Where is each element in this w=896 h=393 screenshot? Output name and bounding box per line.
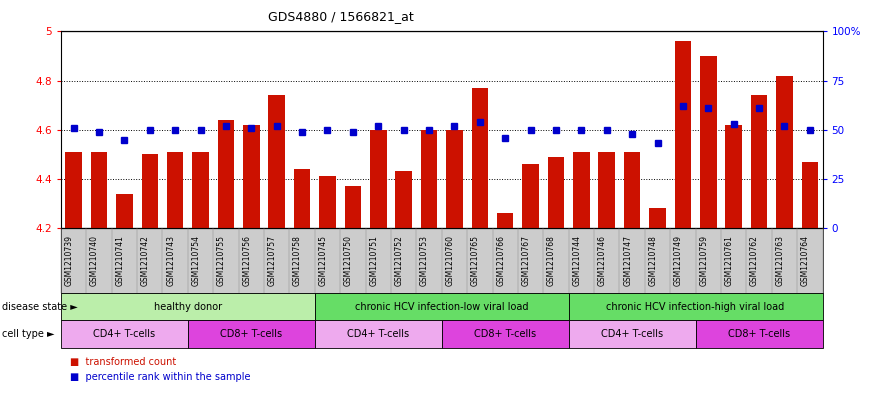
- Text: GSM1210766: GSM1210766: [496, 235, 505, 286]
- Bar: [193, 152, 209, 228]
- Text: GSM1210743: GSM1210743: [166, 235, 176, 286]
- Text: GSM1210760: GSM1210760: [445, 235, 454, 286]
- Bar: [624, 152, 641, 228]
- Bar: [497, 213, 513, 228]
- Text: GSM1210758: GSM1210758: [293, 235, 302, 286]
- Text: GSM1210748: GSM1210748: [649, 235, 658, 286]
- Text: healthy donor: healthy donor: [154, 301, 222, 312]
- Bar: [218, 120, 234, 228]
- Bar: [395, 171, 412, 228]
- Bar: [547, 157, 564, 228]
- Text: GSM1210763: GSM1210763: [775, 235, 785, 286]
- Text: cell type ►: cell type ►: [2, 329, 55, 339]
- Bar: [726, 125, 742, 228]
- Text: GSM1210757: GSM1210757: [268, 235, 277, 286]
- Bar: [446, 130, 462, 228]
- Bar: [345, 186, 361, 228]
- Text: GSM1210756: GSM1210756: [242, 235, 251, 286]
- Bar: [700, 56, 717, 228]
- Text: GSM1210767: GSM1210767: [521, 235, 530, 286]
- Text: GSM1210765: GSM1210765: [470, 235, 480, 286]
- Text: GSM1210752: GSM1210752: [394, 235, 404, 286]
- Bar: [751, 95, 767, 228]
- Bar: [269, 95, 285, 228]
- Text: CD8+ T-cells: CD8+ T-cells: [474, 329, 537, 339]
- Text: CD4+ T-cells: CD4+ T-cells: [93, 329, 156, 339]
- Bar: [471, 88, 488, 228]
- Text: GSM1210755: GSM1210755: [217, 235, 226, 286]
- Bar: [167, 152, 184, 228]
- Text: GDS4880 / 1566821_at: GDS4880 / 1566821_at: [268, 10, 413, 23]
- Bar: [675, 41, 691, 228]
- Text: GSM1210753: GSM1210753: [420, 235, 429, 286]
- Text: GSM1210750: GSM1210750: [344, 235, 353, 286]
- Text: GSM1210768: GSM1210768: [547, 235, 556, 286]
- Text: GSM1210751: GSM1210751: [369, 235, 378, 286]
- Text: GSM1210746: GSM1210746: [598, 235, 607, 286]
- Bar: [421, 130, 437, 228]
- Text: chronic HCV infection-high viral load: chronic HCV infection-high viral load: [607, 301, 785, 312]
- Bar: [116, 193, 133, 228]
- Bar: [243, 125, 260, 228]
- Bar: [776, 75, 793, 228]
- Text: GSM1210741: GSM1210741: [116, 235, 125, 286]
- Text: GSM1210742: GSM1210742: [141, 235, 150, 286]
- Text: GSM1210747: GSM1210747: [623, 235, 633, 286]
- Text: GSM1210740: GSM1210740: [90, 235, 99, 286]
- Text: GSM1210762: GSM1210762: [750, 235, 759, 286]
- Text: CD4+ T-cells: CD4+ T-cells: [601, 329, 663, 339]
- Bar: [650, 208, 666, 228]
- Text: chronic HCV infection-low viral load: chronic HCV infection-low viral load: [355, 301, 529, 312]
- Text: GSM1210761: GSM1210761: [725, 235, 734, 286]
- Bar: [65, 152, 82, 228]
- Bar: [294, 169, 310, 228]
- Bar: [370, 130, 386, 228]
- Bar: [142, 154, 158, 228]
- Text: GSM1210739: GSM1210739: [65, 235, 73, 286]
- Text: GSM1210759: GSM1210759: [699, 235, 709, 286]
- Bar: [522, 164, 538, 228]
- Bar: [90, 152, 108, 228]
- Bar: [802, 162, 818, 228]
- Text: ■  transformed count: ■ transformed count: [70, 356, 177, 367]
- Text: CD4+ T-cells: CD4+ T-cells: [347, 329, 409, 339]
- Text: GSM1210749: GSM1210749: [674, 235, 683, 286]
- Text: disease state ►: disease state ►: [2, 301, 78, 312]
- Text: GSM1210745: GSM1210745: [318, 235, 328, 286]
- Bar: [599, 152, 615, 228]
- Text: CD8+ T-cells: CD8+ T-cells: [220, 329, 282, 339]
- Text: GSM1210744: GSM1210744: [573, 235, 582, 286]
- Text: GSM1210754: GSM1210754: [192, 235, 201, 286]
- Bar: [573, 152, 590, 228]
- Text: ■  percentile rank within the sample: ■ percentile rank within the sample: [70, 372, 250, 382]
- Text: CD8+ T-cells: CD8+ T-cells: [728, 329, 790, 339]
- Text: GSM1210764: GSM1210764: [801, 235, 810, 286]
- Bar: [319, 176, 336, 228]
